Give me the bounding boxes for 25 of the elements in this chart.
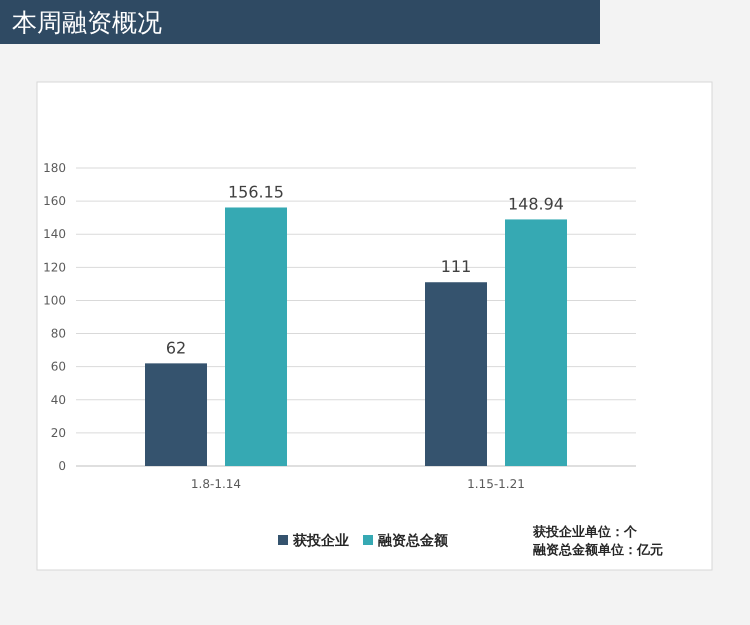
y-tick-label: 160 xyxy=(43,194,66,208)
bar xyxy=(225,207,287,466)
y-tick-label: 140 xyxy=(43,227,66,242)
bar xyxy=(505,219,567,466)
y-tick-label: 180 xyxy=(43,161,66,175)
chart-title: 本周融资概况 xyxy=(12,8,162,37)
y-tick-label: 40 xyxy=(50,392,66,407)
y-tick-label: 0 xyxy=(58,459,66,473)
data-label: 156.15 xyxy=(228,182,284,202)
x-tick-label: 1.15-1.21 xyxy=(467,477,525,491)
legend-label: 获投企业 xyxy=(292,533,349,549)
y-tick-label: 80 xyxy=(50,326,66,341)
bar xyxy=(425,282,487,466)
data-label: 62 xyxy=(166,338,186,358)
y-tick-label: 100 xyxy=(43,293,66,308)
legend-label: 融资总金额 xyxy=(378,532,449,549)
y-tick-label: 60 xyxy=(50,360,66,374)
y-tick-label: 20 xyxy=(50,426,66,440)
y-tick-label: 120 xyxy=(43,260,66,274)
data-label: 148.94 xyxy=(508,194,564,214)
x-tick-label: 1.8-1.14 xyxy=(190,477,242,491)
text: 获投企业单位：个 xyxy=(532,524,638,540)
data-label: 111 xyxy=(440,257,472,276)
text: 融资总金额单位：亿元 xyxy=(533,542,663,558)
bar xyxy=(145,363,207,466)
